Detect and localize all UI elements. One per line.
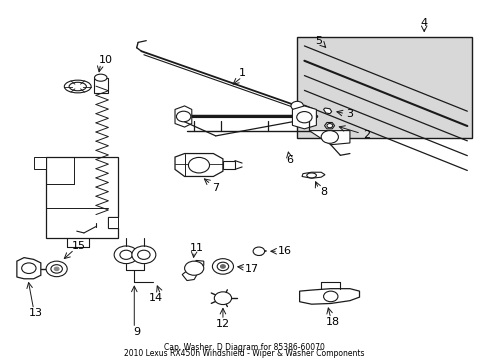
Ellipse shape	[64, 80, 91, 93]
Text: 8: 8	[319, 187, 326, 197]
Text: 6: 6	[286, 154, 293, 165]
Polygon shape	[324, 122, 334, 129]
Ellipse shape	[54, 267, 59, 271]
Text: 1: 1	[238, 68, 245, 78]
Ellipse shape	[253, 247, 264, 256]
Ellipse shape	[321, 131, 338, 143]
Polygon shape	[108, 217, 117, 228]
Ellipse shape	[296, 112, 311, 123]
Polygon shape	[34, 157, 45, 170]
Ellipse shape	[217, 262, 228, 271]
Text: 2: 2	[363, 130, 369, 140]
Ellipse shape	[212, 259, 233, 274]
Polygon shape	[175, 154, 223, 176]
Ellipse shape	[323, 291, 337, 302]
Ellipse shape	[290, 101, 303, 111]
Text: Cap, Washer, D Diagram for 85386-60070: Cap, Washer, D Diagram for 85386-60070	[164, 343, 324, 352]
Text: 12: 12	[215, 319, 229, 329]
Polygon shape	[190, 260, 203, 268]
Text: 15: 15	[72, 241, 86, 251]
Text: 2010 Lexus RX450h Windshield - Wiper & Washer Components: 2010 Lexus RX450h Windshield - Wiper & W…	[124, 349, 364, 358]
Polygon shape	[223, 161, 234, 170]
Text: 9: 9	[133, 327, 140, 337]
Ellipse shape	[69, 82, 86, 91]
Ellipse shape	[188, 157, 209, 173]
Polygon shape	[17, 258, 41, 279]
Text: 13: 13	[29, 309, 43, 318]
Ellipse shape	[94, 74, 107, 81]
Polygon shape	[299, 289, 359, 304]
Ellipse shape	[114, 246, 138, 264]
Bar	[93, 78, 108, 93]
Text: 5: 5	[315, 36, 322, 46]
Polygon shape	[308, 131, 349, 145]
Polygon shape	[175, 106, 191, 127]
Text: 3: 3	[346, 109, 353, 119]
Bar	[297, 37, 471, 138]
Text: 10: 10	[98, 55, 112, 65]
Text: 11: 11	[189, 243, 203, 253]
Polygon shape	[182, 268, 196, 280]
Polygon shape	[292, 106, 316, 129]
Ellipse shape	[21, 263, 36, 274]
Polygon shape	[302, 172, 325, 178]
Ellipse shape	[137, 250, 150, 259]
Ellipse shape	[176, 111, 190, 122]
Text: 16: 16	[278, 246, 292, 256]
Text: 4: 4	[420, 18, 427, 28]
Ellipse shape	[132, 246, 156, 264]
Ellipse shape	[51, 265, 62, 273]
Ellipse shape	[326, 123, 332, 128]
Ellipse shape	[214, 292, 231, 305]
Polygon shape	[45, 157, 117, 238]
Text: 18: 18	[325, 317, 340, 327]
Ellipse shape	[120, 250, 132, 259]
Ellipse shape	[306, 173, 316, 178]
Ellipse shape	[220, 265, 225, 268]
Ellipse shape	[184, 261, 203, 275]
Polygon shape	[323, 108, 331, 114]
Text: 14: 14	[148, 293, 163, 303]
Text: 17: 17	[244, 264, 258, 274]
Ellipse shape	[46, 261, 67, 277]
Text: 7: 7	[212, 183, 219, 193]
